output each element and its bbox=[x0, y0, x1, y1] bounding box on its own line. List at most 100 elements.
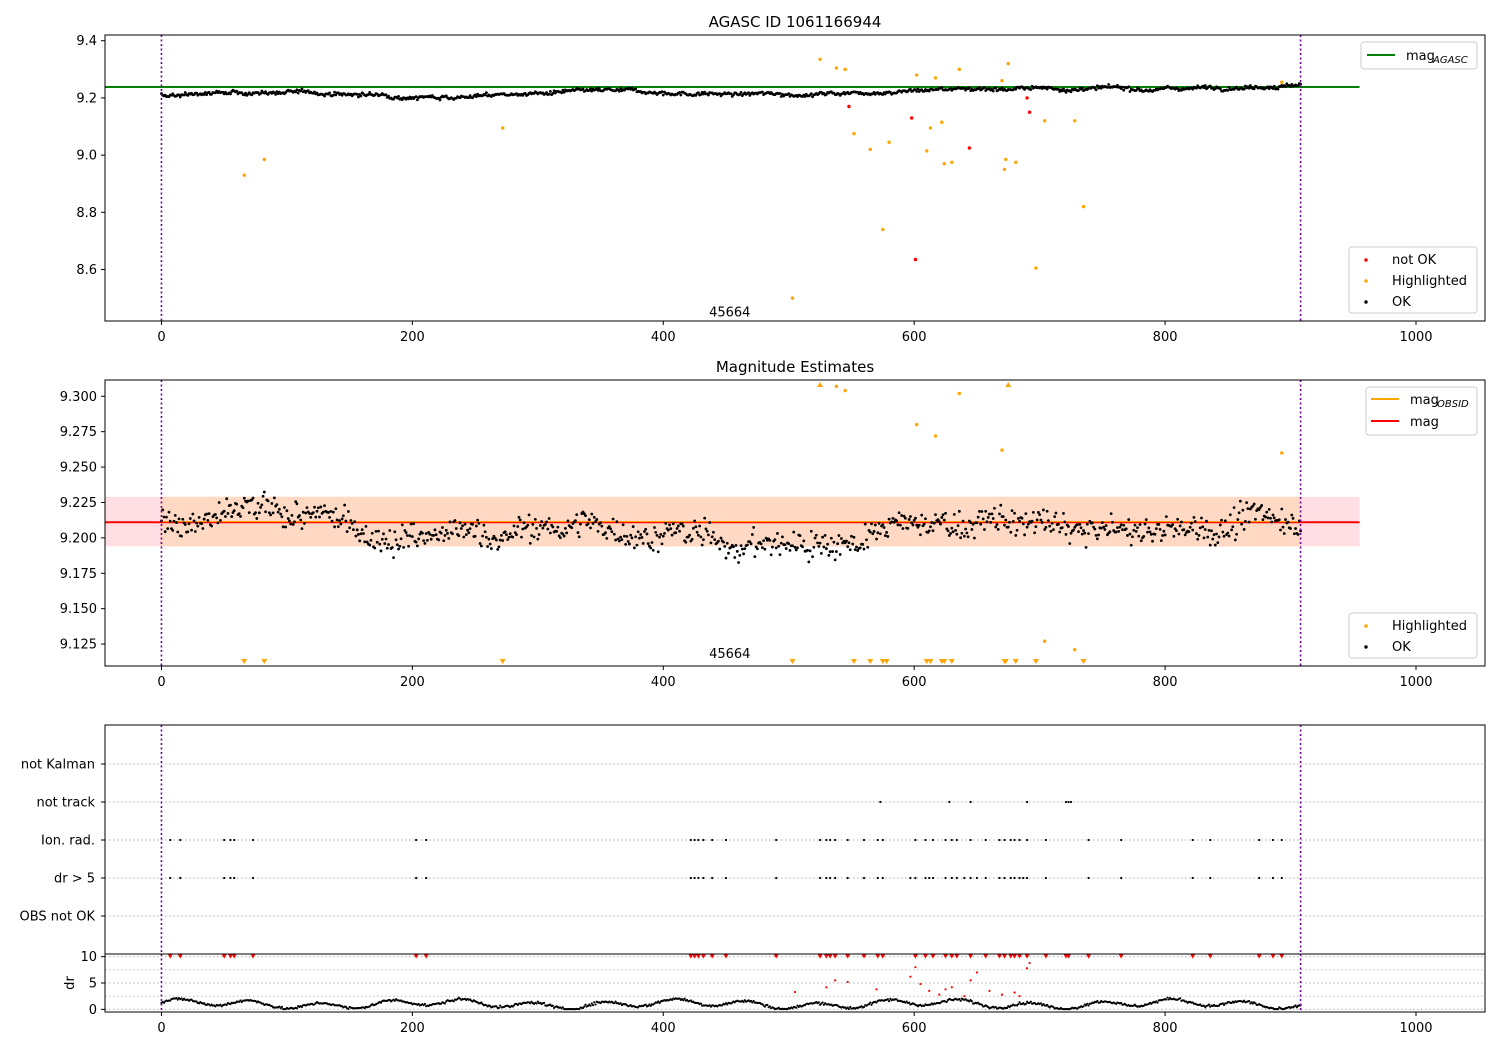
dr-outlier-point bbox=[950, 986, 953, 989]
ok-point bbox=[565, 531, 569, 535]
flag-event-point bbox=[1009, 838, 1012, 842]
ok-point bbox=[680, 522, 684, 526]
ok-point bbox=[365, 540, 369, 544]
ok-point bbox=[1198, 526, 1202, 530]
ok-point bbox=[486, 545, 490, 548]
ok-point bbox=[1045, 509, 1049, 513]
ok-point bbox=[1090, 521, 1094, 525]
ok-point bbox=[308, 512, 311, 515]
ok-point bbox=[1193, 520, 1197, 523]
ok-point bbox=[994, 525, 998, 529]
ok-point bbox=[1036, 511, 1040, 514]
ok-point bbox=[660, 90, 664, 94]
ok-point bbox=[1212, 533, 1216, 537]
x-tick-label: 200 bbox=[400, 330, 425, 345]
ok-point bbox=[940, 516, 944, 519]
highlighted-point bbox=[852, 131, 856, 136]
ok-point bbox=[646, 542, 650, 545]
x-tick-label: 400 bbox=[651, 675, 676, 690]
ok-point bbox=[915, 523, 919, 527]
ok-point bbox=[1257, 508, 1261, 512]
flag-event-point bbox=[924, 876, 927, 880]
ok-point bbox=[1020, 516, 1024, 520]
ok-point bbox=[1077, 530, 1080, 534]
ok-point bbox=[363, 540, 367, 544]
ok-point bbox=[891, 516, 895, 520]
ok-point bbox=[836, 542, 840, 546]
ok-point bbox=[528, 541, 532, 545]
ok-point bbox=[1291, 516, 1295, 520]
ok-point bbox=[512, 524, 516, 528]
ok-point bbox=[1213, 543, 1217, 547]
ok-point bbox=[671, 522, 675, 526]
flag-event-point bbox=[944, 876, 947, 880]
ok-point bbox=[275, 503, 279, 507]
legend-point-swatch bbox=[1364, 624, 1368, 628]
highlighted-point bbox=[1034, 266, 1038, 270]
ok-point bbox=[983, 528, 986, 531]
ok-point bbox=[1093, 527, 1097, 531]
ok-point bbox=[907, 518, 911, 521]
ok-point bbox=[193, 530, 197, 533]
ok-point bbox=[932, 521, 936, 525]
ok-point bbox=[845, 539, 848, 543]
highlighted-point bbox=[834, 384, 839, 389]
ok-point bbox=[664, 521, 668, 525]
highlighted-point bbox=[843, 388, 847, 393]
ok-point bbox=[508, 532, 512, 536]
ok-point bbox=[414, 540, 418, 544]
ok-point bbox=[678, 529, 681, 533]
ok-point bbox=[541, 526, 545, 530]
ok-point bbox=[886, 535, 890, 538]
dr-point bbox=[1204, 1006, 1207, 1009]
ok-point bbox=[339, 522, 343, 526]
ok-point bbox=[314, 515, 318, 519]
ok-point bbox=[355, 92, 359, 96]
ok-point bbox=[659, 533, 663, 536]
dr-point bbox=[1207, 1003, 1211, 1006]
ok-point bbox=[178, 95, 182, 99]
ok-point bbox=[865, 538, 868, 542]
ok-point bbox=[1025, 525, 1029, 529]
ok-point bbox=[813, 536, 817, 540]
dr-point bbox=[495, 1005, 498, 1008]
dr-point bbox=[970, 1000, 973, 1003]
ok-point bbox=[937, 520, 941, 524]
ok-point bbox=[993, 506, 996, 510]
ok-point bbox=[438, 98, 442, 102]
ok-point bbox=[255, 517, 259, 520]
ok-point bbox=[1048, 524, 1052, 528]
ok-point bbox=[530, 534, 533, 537]
ok-point bbox=[942, 518, 946, 522]
dr-point bbox=[614, 1000, 617, 1003]
ok-point bbox=[1216, 541, 1220, 545]
ok-point bbox=[631, 525, 635, 528]
ok-point bbox=[1103, 528, 1107, 531]
ok-point bbox=[1162, 529, 1166, 533]
ok-point bbox=[387, 543, 390, 546]
ok-point bbox=[1183, 533, 1187, 537]
ok-point bbox=[1060, 89, 1064, 93]
ok-point bbox=[1039, 518, 1043, 522]
ok-point bbox=[1054, 511, 1058, 515]
ok-point bbox=[1082, 529, 1085, 532]
dr-capped-marker bbox=[1270, 954, 1276, 959]
ok-point bbox=[654, 531, 658, 534]
ok-point bbox=[375, 540, 379, 544]
flag-event-point bbox=[1258, 838, 1261, 842]
ok-point bbox=[441, 526, 444, 529]
ok-point bbox=[1099, 86, 1103, 90]
flag-event-point bbox=[825, 876, 828, 880]
flag-event-point bbox=[1013, 876, 1016, 880]
panel-agasc-magnitude: 0 200 400 600 800 1000 8.6 8.8 9.0 9.2 9.4 45664 mag… bbox=[76, 34, 1486, 345]
flag-event-point bbox=[928, 876, 931, 880]
ok-point bbox=[900, 514, 904, 517]
ok-point bbox=[872, 90, 876, 94]
ok-point bbox=[791, 544, 794, 548]
flag-event-point bbox=[1087, 838, 1090, 842]
ok-point bbox=[515, 533, 518, 537]
ok-point bbox=[862, 547, 866, 551]
ok-point bbox=[290, 513, 294, 517]
ok-point bbox=[197, 515, 201, 519]
dr-outlier-point bbox=[963, 995, 966, 998]
